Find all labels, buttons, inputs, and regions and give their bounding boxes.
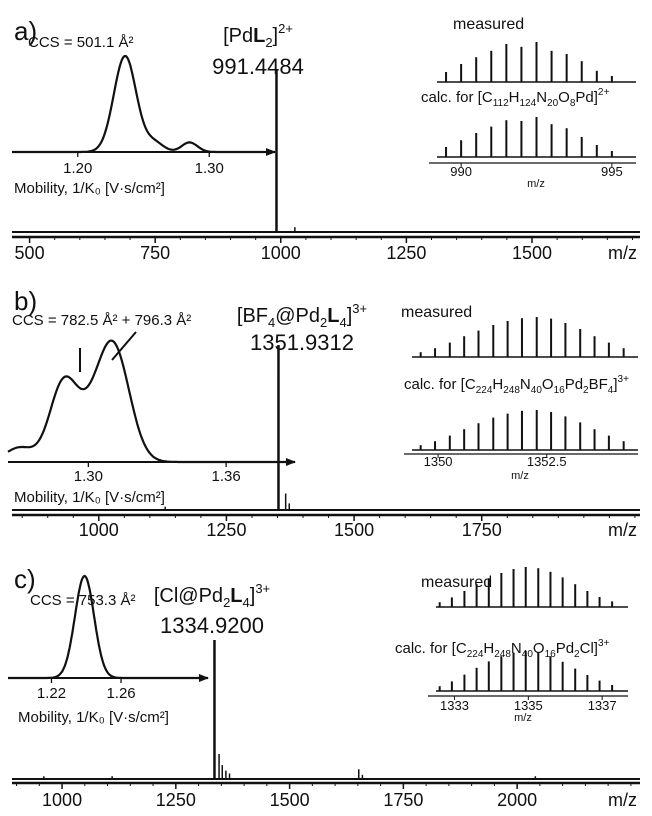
mz-tick-label: 750: [140, 243, 170, 263]
isotope-axis-label: m/z: [527, 178, 545, 190]
mz-tick-label: 1500: [512, 243, 552, 263]
mz-tick-label: 1000: [79, 520, 119, 540]
calc-formula-label: calc. for [C224H248N40O16Pd2BF4]3+: [404, 374, 629, 396]
mobility-tick-label: 1.36: [212, 468, 241, 485]
mobility-tick-label: 1.26: [106, 685, 135, 702]
ion-mz-value: 1334.9200: [160, 613, 264, 638]
isotope-axis-label: m/z: [511, 470, 529, 482]
panel-a: a) 500 750 1000 1250 1500 m/z [PdL2]2+ 991.4484 1…: [12, 16, 640, 263]
measured-label: measured: [421, 574, 492, 591]
isotope-tick-label: 990: [450, 164, 472, 179]
isotope-tick-label: 1335: [514, 698, 543, 713]
measured-label: measured: [453, 16, 524, 33]
mobility-tick-label: 1.30: [195, 160, 224, 177]
ion-formula: [BF4@Pd2L4]3+: [237, 301, 367, 330]
ion-formula: [Cl@Pd2L4]3+: [154, 581, 270, 610]
mz-axis-label: m/z: [608, 520, 637, 540]
mz-tick-label: 1500: [334, 520, 374, 540]
mz-tick-label: 1750: [383, 790, 423, 810]
isotope-axis-label: m/z: [514, 712, 532, 724]
mz-tick-label: 1250: [386, 243, 426, 263]
mz-tick-label: 1250: [156, 790, 196, 810]
measured-label: measured: [401, 304, 472, 321]
ion-mz-value: 991.4484: [212, 54, 304, 79]
isotope-tick-label: 1350: [424, 454, 453, 469]
panel-c: c) 1000 1250 1500 1750 2000 m/z [Cl@Pd2L4]3+ 133…: [8, 564, 640, 810]
mz-tick-label: 1250: [206, 520, 246, 540]
ion-mz-value: 1351.9312: [250, 330, 354, 355]
calc-formula-label: calc. for [C224H248N40O16Pd2Cl]3+: [395, 638, 610, 660]
isotope-tick-label: 1333: [440, 698, 469, 713]
mz-tick-label: 2000: [497, 790, 537, 810]
mobility-tick-label: 1.30: [74, 468, 103, 485]
ccs-label: CCS = 501.1 Å²: [28, 34, 133, 51]
ccs-label: CCS = 753.3 Å²: [30, 592, 135, 609]
panel-label: c): [14, 564, 36, 594]
mobility-axis-label: Mobility, 1/K₀ [V·s/cm²]: [18, 709, 169, 726]
isotope-tick-label: 1352.5: [527, 454, 567, 469]
mobility-axis-label: Mobility, 1/K₀ [V·s/cm²]: [14, 489, 165, 506]
mobility-tick-label: 1.20: [63, 160, 92, 177]
panel-label: b): [14, 286, 37, 316]
mobility-tick-label: 1.22: [37, 685, 66, 702]
ccs-marker-2: [111, 331, 137, 361]
ccs-label: CCS = 782.5 Å² + 796.3 Å²: [12, 312, 191, 329]
mz-tick-label: 500: [15, 243, 45, 263]
mz-tick-label: 1000: [261, 243, 301, 263]
panel-label: a): [14, 16, 37, 46]
mobility-trace: [7, 339, 295, 464]
mobility-axis-label: Mobility, 1/K₀ [V·s/cm²]: [14, 180, 165, 197]
mz-tick-label: 1500: [270, 790, 310, 810]
mz-axis-label: m/z: [608, 790, 637, 810]
ion-formula: [PdL2]2+: [223, 21, 293, 50]
isotope-tick-label: 995: [601, 164, 623, 179]
mz-tick-label: 1750: [462, 520, 502, 540]
isotope-tick-label: 1337: [588, 698, 617, 713]
panel-b: b) 1000 1250 1500 1750 m/z [BF4@Pd2L4]3+1351.9…: [7, 286, 640, 540]
calc-formula-label: calc. for [C112H124N20O8Pd]2+: [421, 87, 609, 109]
mz-tick-label: 1000: [42, 790, 82, 810]
mz-axis-label: m/z: [608, 243, 637, 263]
